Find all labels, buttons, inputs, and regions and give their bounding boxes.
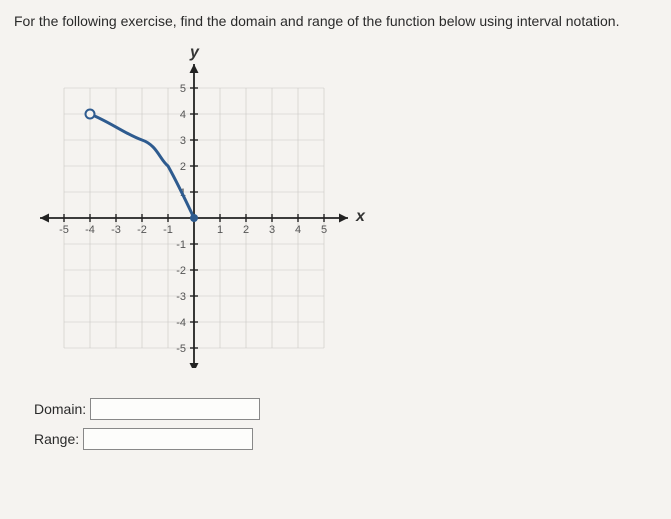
answer-section: Domain: Range: (34, 398, 657, 450)
svg-text:4: 4 (295, 224, 301, 236)
domain-label: Domain: (34, 401, 86, 417)
svg-text:-2: -2 (137, 224, 147, 236)
svg-text:3: 3 (269, 224, 275, 236)
range-input[interactable] (83, 428, 253, 450)
graph: -5-4-3-2-112345-5-4-3-2-112345 y x (24, 48, 384, 368)
svg-text:-5: -5 (176, 343, 186, 355)
y-axis-label: y (190, 44, 199, 62)
range-row: Range: (34, 428, 657, 450)
svg-text:5: 5 (321, 224, 327, 236)
svg-text:3: 3 (180, 135, 186, 147)
graph-svg: -5-4-3-2-112345-5-4-3-2-112345 (24, 48, 384, 368)
svg-text:-4: -4 (176, 317, 186, 329)
svg-text:-1: -1 (163, 224, 173, 236)
svg-text:2: 2 (180, 161, 186, 173)
x-axis-label: x (356, 208, 365, 226)
svg-text:-3: -3 (176, 291, 186, 303)
domain-input[interactable] (90, 398, 260, 420)
svg-text:-2: -2 (176, 265, 186, 277)
svg-text:1: 1 (217, 224, 223, 236)
range-label: Range: (34, 431, 79, 447)
svg-text:-5: -5 (59, 224, 69, 236)
domain-row: Domain: (34, 398, 657, 420)
svg-text:4: 4 (180, 109, 186, 121)
question-text: For the following exercise, find the dom… (14, 12, 657, 30)
svg-text:5: 5 (180, 83, 186, 95)
svg-text:-3: -3 (111, 224, 121, 236)
svg-text:2: 2 (243, 224, 249, 236)
svg-text:-1: -1 (176, 239, 186, 251)
svg-text:-4: -4 (85, 224, 95, 236)
